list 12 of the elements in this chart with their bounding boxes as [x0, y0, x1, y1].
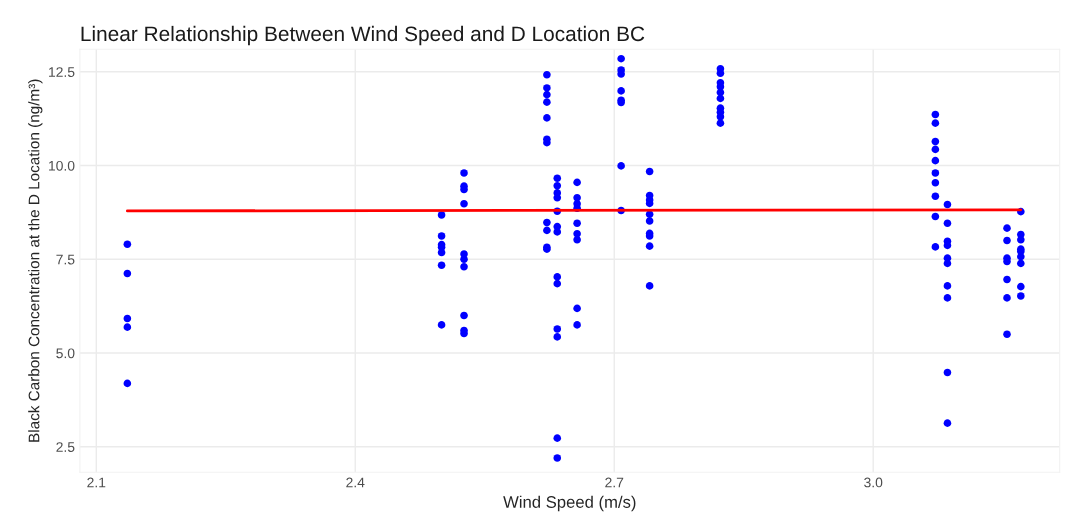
x-tick-label: 2.7	[605, 477, 624, 488]
chart-title: Linear Relationship Between Wind Speed and D Location BC	[81, 25, 645, 46]
y-axis-title: Black Carbon Concentration at the D Location (ng/m³)	[28, 79, 43, 442]
y-tick-label: 7.5	[56, 254, 75, 265]
y-tick-label: 10.0	[49, 160, 75, 171]
x-tick-label: 3.0	[864, 477, 883, 488]
y-tick-label: 2.5	[56, 442, 75, 452]
y-tick-label: 12.5	[49, 67, 75, 77]
x-tick-label: 2.4	[346, 477, 365, 488]
x-tick-label: 2.1	[87, 477, 106, 488]
x-axis-title: Wind Speed (m/s)	[503, 495, 636, 512]
y-tick-label: 5.0	[56, 348, 75, 359]
